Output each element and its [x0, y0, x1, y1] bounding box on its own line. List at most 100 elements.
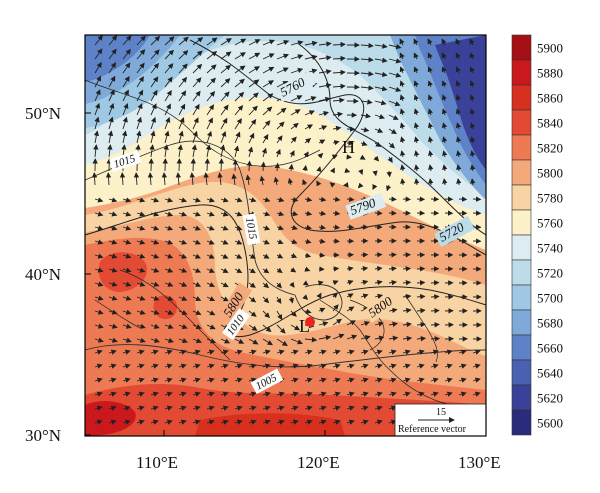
- wind-arrow: [262, 133, 269, 144]
- wind-arrow: [122, 211, 132, 217]
- wind-arrow: [302, 280, 309, 286]
- y-tick-label: 40°N: [25, 265, 61, 284]
- colorbar-label: 5780: [537, 191, 563, 206]
- wind-arrow: [150, 225, 160, 231]
- wind-arrow: [108, 281, 118, 287]
- wind-arrow: [178, 391, 187, 397]
- wind-arrow: [416, 294, 426, 300]
- wind-arrow: [413, 108, 420, 116]
- wind-arrow: [388, 86, 402, 92]
- wind-arrow: [164, 405, 173, 411]
- geopotential-height-map: H L 5760 5790 5720 5800 5800: [85, 35, 486, 436]
- wind-arrow: [262, 80, 274, 88]
- wind-arrow: [122, 349, 131, 355]
- wind-arrow: [427, 38, 433, 46]
- wind-arrow: [346, 293, 354, 299]
- wind-arrow: [108, 197, 118, 203]
- wind-arrow: [189, 172, 195, 186]
- wind-arrow: [94, 89, 101, 102]
- wind-arrow: [332, 363, 341, 369]
- wind-arrow: [290, 136, 297, 144]
- wind-arrow: [332, 224, 341, 230]
- wind-arrow: [206, 349, 215, 355]
- wind-arrow: [136, 197, 146, 203]
- colorbar-swatch: [511, 259, 532, 286]
- wind-arrow: [318, 405, 327, 411]
- wind-arrow: [374, 377, 383, 383]
- y-tick-label: 30°N: [25, 426, 61, 445]
- wind-arrow: [234, 253, 243, 259]
- wind-arrow: [455, 66, 461, 74]
- wind-arrow: [150, 295, 160, 301]
- wind-arrow: [231, 173, 237, 186]
- wind-arrow: [248, 197, 257, 203]
- wind-arrow: [220, 91, 230, 102]
- wind-arrow: [428, 178, 434, 186]
- wind-arrow: [164, 36, 175, 46]
- wind-arrow: [458, 349, 467, 355]
- wind-arrow: [346, 377, 355, 383]
- wind-arrow: [276, 267, 283, 274]
- wind-arrow: [399, 94, 405, 102]
- wind-arrow: [107, 130, 114, 144]
- wind-arrow: [164, 309, 174, 315]
- wind-arrow: [248, 92, 259, 102]
- wind-arrow: [178, 225, 188, 231]
- wind-arrow: [206, 37, 218, 46]
- wind-arrow: [332, 405, 341, 411]
- wind-arrow: [402, 335, 413, 342]
- wind-arrow: [444, 349, 453, 355]
- wind-arrow: [273, 176, 279, 186]
- wind-arrow: [441, 108, 448, 116]
- wind-arrow: [430, 391, 439, 397]
- wind-arrow: [374, 321, 384, 327]
- wind-arrow: [108, 75, 116, 88]
- wind-arrow: [150, 103, 157, 116]
- wind-arrow: [416, 335, 427, 342]
- wind-arrow: [458, 391, 467, 397]
- wind-arrow: [360, 42, 374, 49]
- wind-arrow: [248, 118, 257, 130]
- wind-arrow: [374, 127, 384, 133]
- wind-arrow: [234, 349, 243, 355]
- wind-arrow: [441, 80, 447, 88]
- wind-arrow: [414, 178, 420, 186]
- wind-arrow: [288, 163, 294, 172]
- wind-arrow: [329, 182, 336, 188]
- wind-arrow: [248, 132, 255, 144]
- wind-arrow: [318, 377, 327, 383]
- wind-arrow: [94, 377, 103, 383]
- wind-arrow: [318, 307, 326, 313]
- wind-arrow: [136, 363, 145, 369]
- wind-arrow: [220, 405, 229, 411]
- wind-arrow: [136, 267, 146, 273]
- wind-arrow: [430, 377, 439, 383]
- wind-arrow: [318, 125, 328, 131]
- wind-arrow: [248, 296, 257, 303]
- wind-arrow: [318, 224, 327, 230]
- wind-arrow: [318, 55, 332, 61]
- wind-arrow: [276, 253, 284, 259]
- wind-arrow: [94, 211, 104, 217]
- wind-arrow: [290, 224, 298, 231]
- wind-arrow: [136, 323, 146, 329]
- colorbar-swatch: [511, 409, 532, 436]
- wind-arrow: [290, 349, 299, 355]
- wind-arrow: [122, 391, 131, 397]
- wind-arrow: [290, 210, 299, 217]
- wind-arrow: [374, 349, 383, 355]
- wind-arrow: [317, 152, 324, 159]
- shading-5660-west: [85, 35, 150, 82]
- wind-arrow: [164, 63, 174, 74]
- wind-arrow: [276, 239, 284, 245]
- wind-arrow: [469, 52, 475, 60]
- wind-arrow: [248, 405, 257, 411]
- high-pressure-marker: H: [342, 137, 355, 157]
- wind-arrow: [164, 116, 171, 130]
- wind-arrow: [192, 90, 201, 102]
- wind-arrow: [399, 38, 405, 46]
- wind-arrow: [164, 337, 174, 343]
- wind-arrow: [455, 52, 461, 60]
- wind-arrow: [206, 253, 215, 259]
- wind-arrow: [388, 44, 402, 50]
